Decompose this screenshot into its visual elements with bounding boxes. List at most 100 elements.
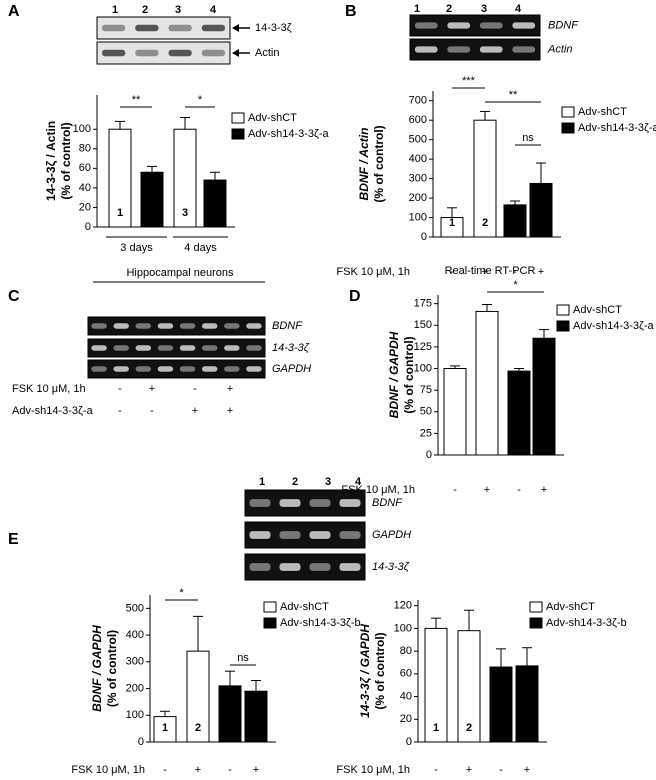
y-axis-label: 14-3-3ζ / GAPDH (358, 624, 372, 718)
bar (203, 179, 227, 228)
bar (529, 182, 553, 238)
bar (532, 337, 556, 456)
gel-band (91, 345, 107, 351)
row-mark: - (450, 266, 454, 278)
panel-letter: E (8, 531, 19, 548)
gel-band (246, 366, 262, 372)
row-mark: + (227, 383, 233, 395)
significance-label: ns (237, 652, 249, 664)
gel-band (339, 531, 361, 539)
y-tick-label: 500 (126, 602, 144, 614)
significance-label: ** (509, 89, 518, 101)
bar-label: 2 (149, 207, 155, 219)
gel-band (224, 366, 240, 372)
lane-number: 4 (210, 4, 217, 16)
y-tick-label: 80 (79, 143, 91, 155)
legend-swatch (263, 601, 277, 613)
row-label: Adv-sh14-3-3ζ-a (12, 405, 94, 417)
gel-band (157, 323, 174, 329)
y-tick-label: 200 (126, 682, 144, 694)
band-label: 14-3-3ζ (255, 22, 292, 34)
band-label: BDNF (372, 497, 403, 509)
gel-band (201, 366, 218, 372)
y-tick-label: 80 (400, 645, 412, 657)
row-mark: - (163, 764, 167, 776)
gel-band (279, 531, 301, 539)
y-tick-label: 40 (79, 182, 91, 194)
bar-label: 3 (227, 722, 233, 734)
gel-band (224, 345, 240, 351)
legend-label: Adv-sh14-3-3ζ-b (280, 617, 361, 629)
legend-label: Adv-sh14-3-3ζ-a (248, 128, 330, 140)
band-label: GAPDH (272, 363, 311, 375)
legend-swatch (529, 617, 543, 629)
bar (218, 685, 242, 743)
band-label: BDNF (272, 320, 303, 332)
y-tick-label: 400 (409, 153, 427, 165)
bar (186, 650, 210, 743)
row-mark: - (118, 405, 122, 417)
gel-band (135, 24, 159, 32)
gel-band (246, 323, 262, 329)
gel-band (414, 46, 438, 53)
gel-strip (96, 41, 231, 65)
legend-swatch (529, 601, 543, 613)
y-tick-label: 100 (409, 211, 427, 223)
row-mark: + (195, 764, 201, 776)
significance-label: * (513, 279, 518, 291)
bar (424, 627, 448, 743)
bar (440, 217, 464, 238)
y-tick-label: 100 (73, 123, 91, 135)
gel-band (113, 366, 129, 372)
row-label: FSK 10 μM, 1h (341, 484, 415, 496)
y-axis-label: 14-3-3ζ / Actin (44, 121, 58, 201)
gel-band (279, 563, 301, 571)
y-tick-label: 40 (400, 690, 412, 702)
row-label: FSK 10 μM, 1h (71, 764, 145, 776)
lane-number: 3 (175, 4, 181, 16)
y-tick-label: 20 (79, 201, 91, 213)
gel-band (249, 499, 271, 507)
gel-band (479, 46, 503, 53)
bar-label: 4 (212, 207, 219, 219)
row-mark: + (541, 484, 547, 496)
row-mark: + (482, 266, 488, 278)
row-mark: + (484, 484, 490, 496)
legend-label: Adv-sh14-3-3ζ-a (573, 320, 655, 332)
gel-band (246, 345, 262, 351)
row-mark: + (149, 383, 155, 395)
row-mark: + (253, 764, 259, 776)
gel-band (168, 49, 192, 57)
legend-label: Adv-sh14-3-3ζ-b (546, 617, 627, 629)
gel-strip (409, 38, 541, 61)
gel-band (201, 49, 226, 57)
gel-band (414, 22, 438, 29)
row-mark: + (192, 405, 198, 417)
y-axis-label: (% of control) (372, 125, 386, 202)
lane-number: 3 (481, 3, 487, 15)
bar (503, 204, 527, 238)
gel-band (179, 345, 196, 351)
gel-band (339, 563, 361, 571)
gel-band (157, 345, 174, 351)
bar-label: 3 (512, 217, 518, 229)
bar (153, 716, 177, 743)
gel-band (309, 563, 331, 571)
blot-title: Hippocampal neurons (126, 267, 234, 279)
group-label: 4 days (184, 242, 217, 254)
gel-band (113, 323, 129, 329)
row-mark: + (538, 266, 544, 278)
y-tick-label: 20 (400, 713, 412, 725)
bar-label: 2 (466, 722, 472, 734)
legend-swatch (263, 617, 277, 629)
gel-band (447, 46, 471, 53)
y-tick-label: 175 (414, 298, 432, 310)
y-axis-label: BDNF / GAPDH (90, 625, 104, 712)
bar-label: 1 (433, 722, 439, 734)
row-label: FSK 10 μM, 1h (12, 383, 86, 395)
lane-number: 1 (414, 3, 420, 15)
row-mark: - (228, 764, 232, 776)
legend-swatch (231, 128, 245, 140)
